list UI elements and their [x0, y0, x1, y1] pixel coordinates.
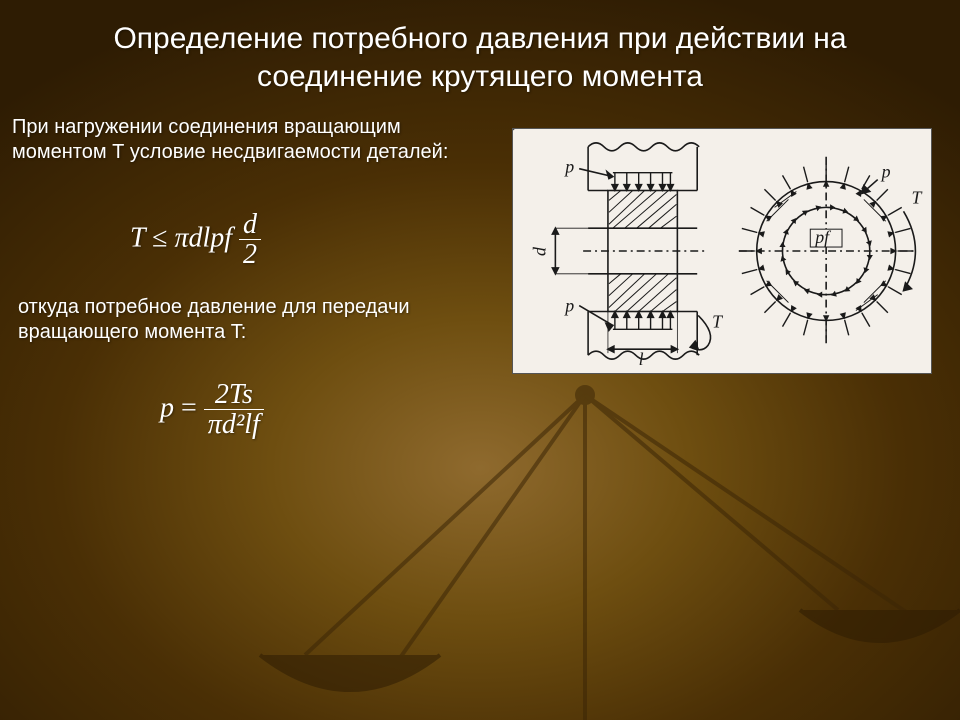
paragraph-2: откуда потребное давление для передачи в… [18, 295, 498, 345]
formula-2: p = 2Ts πd²lf [160, 380, 264, 440]
lbl-p1: p [563, 157, 574, 177]
paragraph-1: При нагружении соединения вращающим моме… [12, 115, 492, 165]
f2-den: πd²lf [204, 410, 264, 439]
f2-lhs: p [160, 392, 174, 423]
slide-title: Определение потребного давления при дейс… [0, 0, 960, 105]
f2-num: 2Ts [204, 380, 264, 410]
lbl-T1: T [712, 311, 723, 331]
f1-den: 2 [239, 240, 261, 269]
diagram: p p d l T T p pf [512, 128, 932, 374]
formula-1: T ≤ πdlpf d 2 [130, 210, 261, 270]
lbl-T2: T [911, 187, 922, 207]
lbl-p3: p [880, 162, 891, 182]
lbl-p2: p [563, 296, 574, 316]
f2-rel: = [181, 392, 197, 423]
f1-frac: d 2 [239, 210, 261, 270]
f1-lhs: T [130, 222, 145, 253]
f1-pre: πdlpf [174, 222, 232, 253]
f1-rel: ≤ [152, 222, 167, 253]
lbl-d: d [529, 247, 549, 256]
lbl-l: l [639, 349, 644, 369]
f1-num: d [239, 210, 261, 240]
f2-frac: 2Ts πd²lf [204, 380, 264, 440]
